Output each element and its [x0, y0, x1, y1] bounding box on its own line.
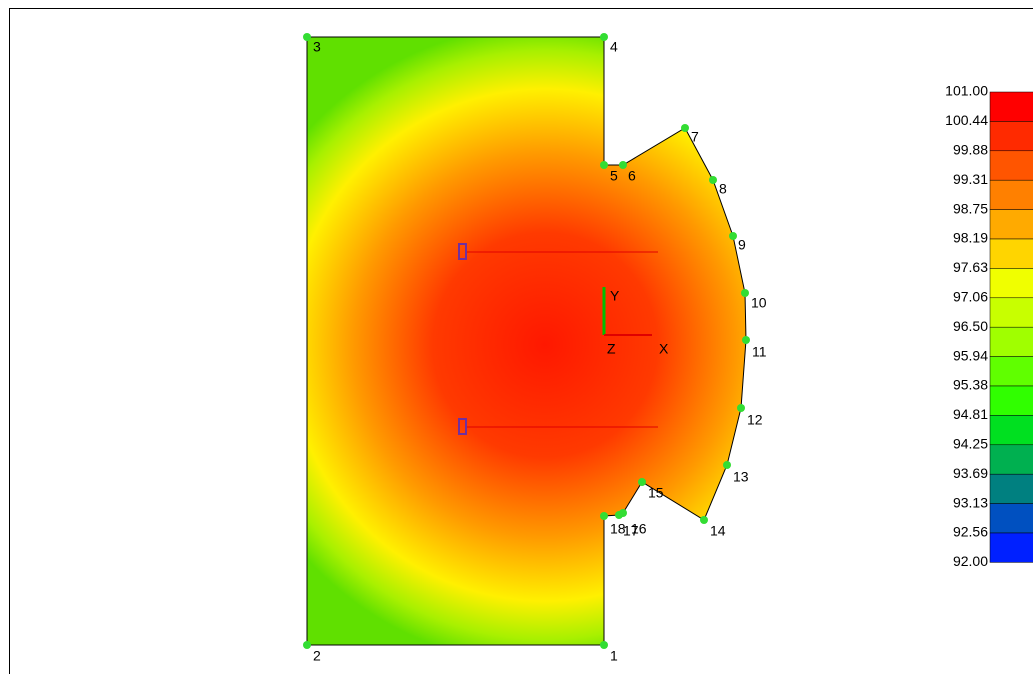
legend-label: 100.44	[945, 112, 988, 128]
load-markers: Y Z X	[458, 243, 669, 435]
legend-label: 97.63	[953, 259, 988, 275]
legend-swatch	[989, 297, 1033, 328]
node-label: 14	[710, 523, 726, 539]
legend-swatch	[989, 121, 1033, 152]
load-marker	[458, 243, 467, 260]
node-label: 1	[610, 648, 618, 664]
node-label: 8	[719, 181, 727, 197]
node-label: 11	[752, 344, 767, 360]
legend-swatch	[989, 268, 1033, 299]
legend-label: 95.38	[953, 377, 988, 393]
node-label: 12	[747, 412, 763, 428]
node-point	[709, 176, 717, 184]
legend-label: 94.25	[953, 436, 988, 452]
node-label: 2	[313, 648, 321, 664]
legend-label: 97.06	[953, 289, 988, 305]
legend-label: 99.31	[953, 171, 988, 187]
frame	[9, 8, 1033, 674]
legend-swatch	[989, 415, 1033, 446]
load-marker	[458, 418, 467, 435]
node-point	[615, 511, 623, 519]
axis-label: Y	[610, 288, 620, 304]
legend-swatch	[989, 473, 1033, 504]
node-point	[303, 33, 311, 41]
node-point	[723, 461, 731, 469]
node-point	[638, 478, 646, 486]
axis-label: X	[659, 341, 669, 357]
legend-swatch	[989, 179, 1033, 210]
legend-label: 92.00	[953, 553, 988, 569]
legend-swatch	[989, 503, 1033, 534]
legend-label: 93.69	[953, 465, 988, 481]
legend-label: 101.00	[945, 83, 988, 99]
node-label: 5	[610, 168, 618, 184]
legend-label: 99.88	[953, 142, 988, 158]
legend-label: 95.94	[953, 347, 988, 363]
legend-label: 98.19	[953, 230, 988, 246]
legend-swatch	[989, 209, 1033, 240]
legend-swatch	[989, 326, 1033, 357]
legend-swatch	[989, 91, 1033, 122]
node-point	[737, 404, 745, 412]
node-label: 18	[610, 521, 626, 537]
node-point	[600, 33, 608, 41]
node-label: 15	[648, 485, 664, 501]
node-label: 9	[738, 237, 746, 253]
legend-label: 96.50	[953, 318, 988, 334]
legend-swatch	[989, 444, 1033, 475]
legend-swatch	[989, 356, 1033, 387]
legend-label: 93.13	[953, 494, 988, 510]
node-point	[742, 336, 750, 344]
node-label: 7	[691, 129, 699, 145]
legend-swatch	[989, 385, 1033, 416]
node-point	[700, 516, 708, 524]
node-label: 13	[733, 469, 749, 485]
node-label: 10	[751, 295, 767, 311]
axis-label: Z	[607, 341, 616, 357]
node-label: 4	[610, 39, 618, 55]
node-point	[729, 232, 737, 240]
node-label: 3	[313, 39, 321, 55]
contour-domain	[306, 36, 747, 646]
legend-swatch	[989, 238, 1033, 269]
legend-label: 94.81	[953, 406, 988, 422]
node-point	[303, 641, 311, 649]
legend-swatch	[989, 150, 1033, 181]
node-label: 17	[623, 523, 639, 539]
node-point	[741, 289, 749, 297]
node-point	[681, 124, 689, 132]
node-label: 16	[631, 521, 647, 537]
node-point	[600, 641, 608, 649]
legend-label: 98.75	[953, 200, 988, 216]
node-label: 6	[628, 168, 636, 184]
node-point	[600, 161, 608, 169]
legend-swatch	[989, 532, 1033, 563]
node-point	[600, 512, 608, 520]
node-point	[619, 161, 627, 169]
legend-label: 92.56	[953, 524, 988, 540]
